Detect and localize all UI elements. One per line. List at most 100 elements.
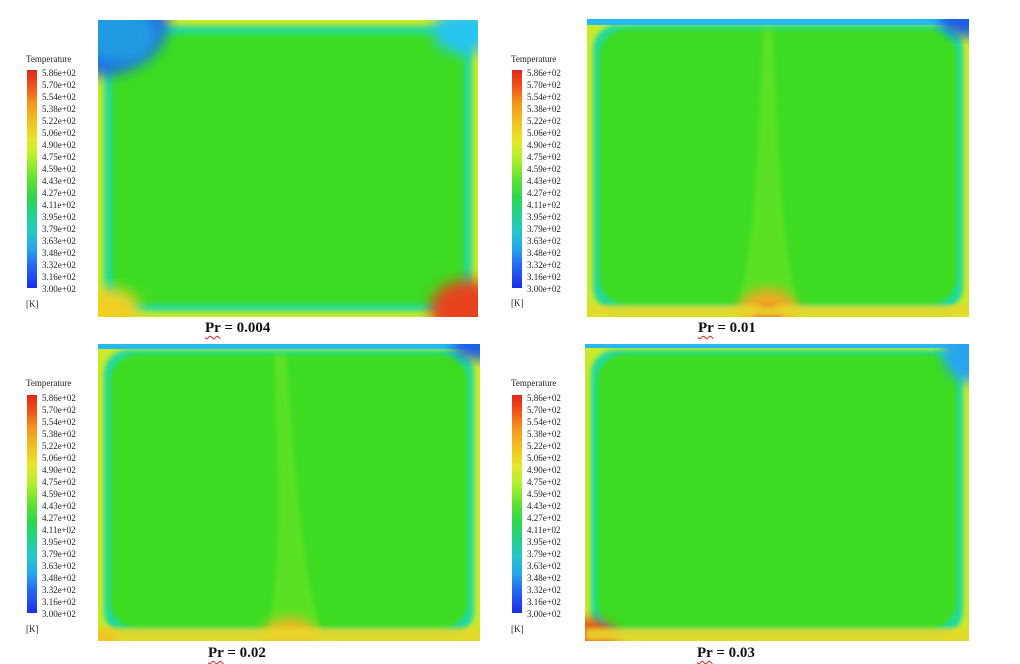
tick-label: 3.95e+02 [42,212,76,222]
temperature-contour [587,19,969,317]
tick-label: 3.48e+02 [527,248,561,258]
tick-label: 3.63e+02 [527,561,561,571]
temperature-contour [98,344,480,641]
tick-label: 4.75e+02 [42,477,76,487]
tick-label: 5.06e+02 [42,128,76,138]
tick-label: 5.06e+02 [527,453,561,463]
legend-title: Temperature [511,54,557,64]
tick-label: 4.43e+02 [42,501,76,511]
tick-label: 4.90e+02 [42,465,76,475]
tick-label: 5.86e+02 [42,393,76,403]
colorbar [512,395,522,613]
tick-label: 3.79e+02 [42,224,76,234]
caption: Pr = 0.01 [698,320,756,337]
tick-label: 3.79e+02 [527,549,561,559]
tick-label: 4.43e+02 [527,501,561,511]
tick-label: 3.00e+02 [527,284,561,294]
tick-label: 3.48e+02 [527,573,561,583]
tick-label: 3.16e+02 [527,272,561,282]
tick-label: 5.54e+02 [42,92,76,102]
tick-label: 3.95e+02 [527,537,561,547]
tick-label: 4.59e+02 [42,489,76,499]
tick-label: 3.32e+02 [527,260,561,270]
caption: Pr = 0.004 [205,320,270,337]
tick-label: 3.79e+02 [527,224,561,234]
tick-label: 5.22e+02 [42,116,76,126]
tick-label: 3.00e+02 [42,609,76,619]
tick-label: 4.90e+02 [527,465,561,475]
caption-pr: Pr [208,645,224,661]
tick-label: 3.16e+02 [42,597,76,607]
tick-label: 3.48e+02 [42,248,76,258]
tick-label: 3.16e+02 [42,272,76,282]
tick-label: 4.27e+02 [527,513,561,523]
legend-title: Temperature [511,378,557,388]
tick-label: 4.59e+02 [527,164,561,174]
caption-value: = 0.01 [713,320,756,336]
tick-label: 4.11e+02 [527,525,561,535]
tick-label: 5.22e+02 [527,441,561,451]
tick-label: 5.86e+02 [42,68,76,78]
caption: Pr = 0.03 [697,645,755,662]
tick-label: 5.54e+02 [527,417,561,427]
tick-label: 5.06e+02 [527,128,561,138]
tick-label: 5.22e+02 [42,441,76,451]
tick-label: 4.43e+02 [527,176,561,186]
tick-label: 3.79e+02 [42,549,76,559]
tick-label: 4.59e+02 [527,489,561,499]
tick-label: 4.27e+02 [42,513,76,523]
caption-value: = 0.03 [712,645,755,661]
tick-label: 5.38e+02 [527,104,561,114]
tick-label: 5.86e+02 [527,393,561,403]
tick-label: 5.38e+02 [527,429,561,439]
unit-label: [K] [26,299,39,309]
tick-label: 3.32e+02 [42,585,76,595]
temperature-contour [585,344,969,641]
tick-label: 5.22e+02 [527,116,561,126]
tick-label: 3.00e+02 [42,284,76,294]
tick-label: 4.75e+02 [42,152,76,162]
tick-label: 3.16e+02 [527,597,561,607]
tick-label: 4.59e+02 [42,164,76,174]
unit-label: [K] [26,624,39,634]
tick-label: 4.43e+02 [42,176,76,186]
tick-label: 4.27e+02 [42,188,76,198]
colorbar-ticks: 5.86e+02 5.70e+02 5.54e+02 5.38e+02 5.22… [42,67,76,295]
caption-pr: Pr [205,320,221,336]
caption-pr: Pr [698,320,714,336]
caption-pr: Pr [697,645,713,661]
unit-label: [K] [511,298,524,308]
caption: Pr = 0.02 [208,645,266,662]
tick-label: 4.27e+02 [527,188,561,198]
colorbar [27,70,37,288]
tick-label: 5.70e+02 [527,80,561,90]
tick-label: 5.70e+02 [42,405,76,415]
caption-value: = 0.004 [220,320,271,336]
colorbar-ticks: 5.86e+02 5.70e+02 5.54e+02 5.38e+02 5.22… [42,392,76,620]
tick-label: 3.95e+02 [527,212,561,222]
legend-title: Temperature [26,378,72,388]
tick-label: 3.63e+02 [42,236,76,246]
colorbar [27,395,37,613]
tick-label: 5.70e+02 [527,405,561,415]
colorbar-ticks: 5.86e+02 5.70e+02 5.54e+02 5.38e+02 5.22… [527,67,561,295]
unit-label: [K] [511,624,524,634]
tick-label: 5.54e+02 [527,92,561,102]
colorbar [512,70,522,288]
colorbar-ticks: 5.86e+02 5.70e+02 5.54e+02 5.38e+02 5.22… [527,392,561,620]
tick-label: 4.75e+02 [527,152,561,162]
tick-label: 4.90e+02 [42,140,76,150]
tick-label: 4.11e+02 [42,200,76,210]
tick-label: 3.95e+02 [42,537,76,547]
tick-label: 3.63e+02 [527,236,561,246]
tick-label: 5.06e+02 [42,453,76,463]
caption-value: = 0.02 [223,645,266,661]
tick-label: 3.32e+02 [42,260,76,270]
tick-label: 5.70e+02 [42,80,76,90]
tick-label: 5.86e+02 [527,68,561,78]
tick-label: 4.75e+02 [527,477,561,487]
tick-label: 3.48e+02 [42,573,76,583]
tick-label: 3.63e+02 [42,561,76,571]
tick-label: 4.11e+02 [42,525,76,535]
tick-label: 4.90e+02 [527,140,561,150]
